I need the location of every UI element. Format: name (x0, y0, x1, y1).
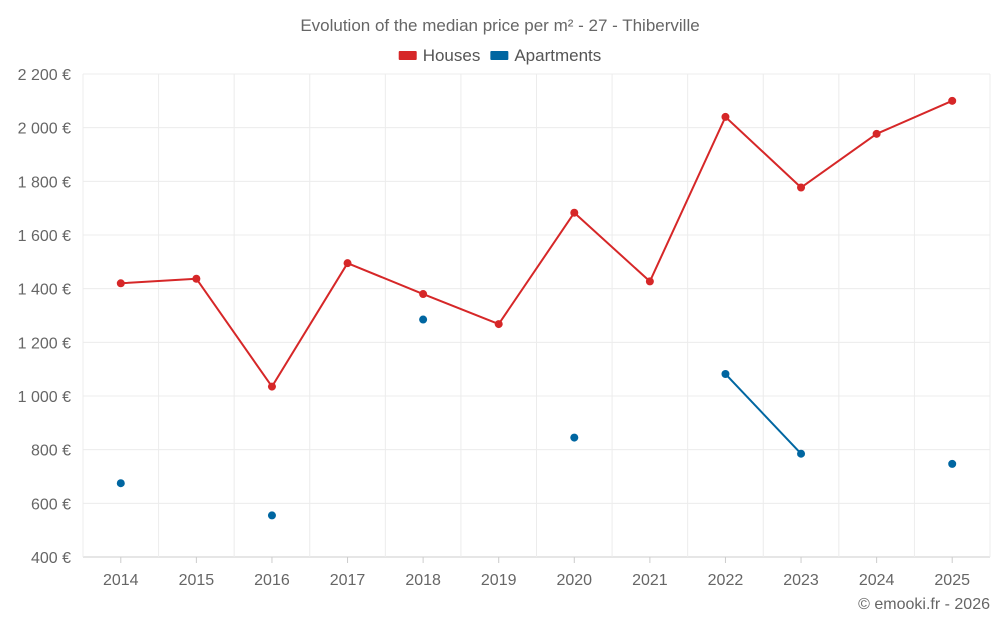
x-tick-label: 2024 (859, 572, 895, 589)
data-point-houses[interactable] (116, 279, 125, 288)
y-axis: 400 € 600 € 800 € 1 000 € 1 200 € 1 400 € 1 60… (18, 67, 71, 567)
x-tick-label: 2023 (783, 572, 819, 589)
y-tick-label: 2 200 € (18, 67, 71, 84)
series-line-houses (120, 99, 953, 388)
data-point-houses[interactable] (645, 277, 654, 286)
y-tick-label: 600 € (31, 496, 71, 513)
legend[interactable]: Houses Apartments (398, 46, 602, 65)
data-point-houses[interactable] (267, 382, 276, 391)
x-tick-label: 2017 (330, 572, 366, 589)
data-point-houses[interactable] (343, 259, 352, 268)
data-point-houses[interactable] (797, 183, 806, 192)
grid-lines (82, 73, 991, 558)
x-tick-label: 2022 (708, 572, 744, 589)
chart-title: Evolution of the median price per m² - 2… (300, 16, 699, 35)
x-axis: 2014 2015 2016 2017 2018 2019 2020 2021 2022 2023… (103, 557, 970, 589)
series-line-apartments (724, 373, 802, 455)
data-point-apartments[interactable] (267, 511, 276, 520)
plot-area (116, 96, 957, 520)
data-point-houses[interactable] (948, 96, 957, 105)
x-tick-label: 2020 (556, 572, 592, 589)
x-tick-label: 2025 (934, 572, 970, 589)
y-tick-label: 800 € (31, 443, 71, 460)
y-tick-label: 1 800 € (18, 174, 71, 191)
legend-swatch-houses[interactable] (398, 51, 417, 60)
x-tick-label: 2018 (405, 572, 441, 589)
data-point-houses[interactable] (192, 274, 201, 283)
data-point-apartments[interactable] (419, 315, 428, 324)
data-point-houses[interactable] (872, 129, 881, 138)
x-tick-label: 2019 (481, 572, 517, 589)
data-point-apartments[interactable] (948, 459, 957, 468)
y-tick-label: 1 400 € (18, 282, 71, 299)
data-point-houses[interactable] (419, 290, 428, 299)
legend-label: Apartments (514, 46, 601, 65)
x-tick-label: 2016 (254, 572, 290, 589)
series-houses (116, 96, 957, 391)
legend-swatch-apartments[interactable] (490, 51, 509, 60)
y-tick-label: 400 € (31, 550, 71, 567)
data-point-houses[interactable] (494, 320, 503, 329)
data-point-houses[interactable] (721, 112, 730, 121)
credit-text: © emooki.fr - 2026 (858, 596, 990, 613)
data-point-apartments[interactable] (721, 369, 730, 378)
x-tick-label: 2014 (103, 572, 139, 589)
x-tick-label: 2021 (632, 572, 668, 589)
series-apartments (116, 315, 957, 520)
legend-label: Houses (423, 46, 481, 65)
data-point-houses[interactable] (570, 208, 579, 217)
x-tick-label: 2015 (179, 572, 215, 589)
y-tick-label: 1 200 € (18, 335, 71, 352)
y-tick-label: 1 000 € (18, 389, 71, 406)
data-point-apartments[interactable] (116, 479, 125, 488)
y-tick-label: 1 600 € (18, 228, 71, 245)
data-point-apartments[interactable] (797, 449, 806, 458)
y-tick-label: 2 000 € (18, 121, 71, 138)
data-point-apartments[interactable] (570, 433, 579, 442)
